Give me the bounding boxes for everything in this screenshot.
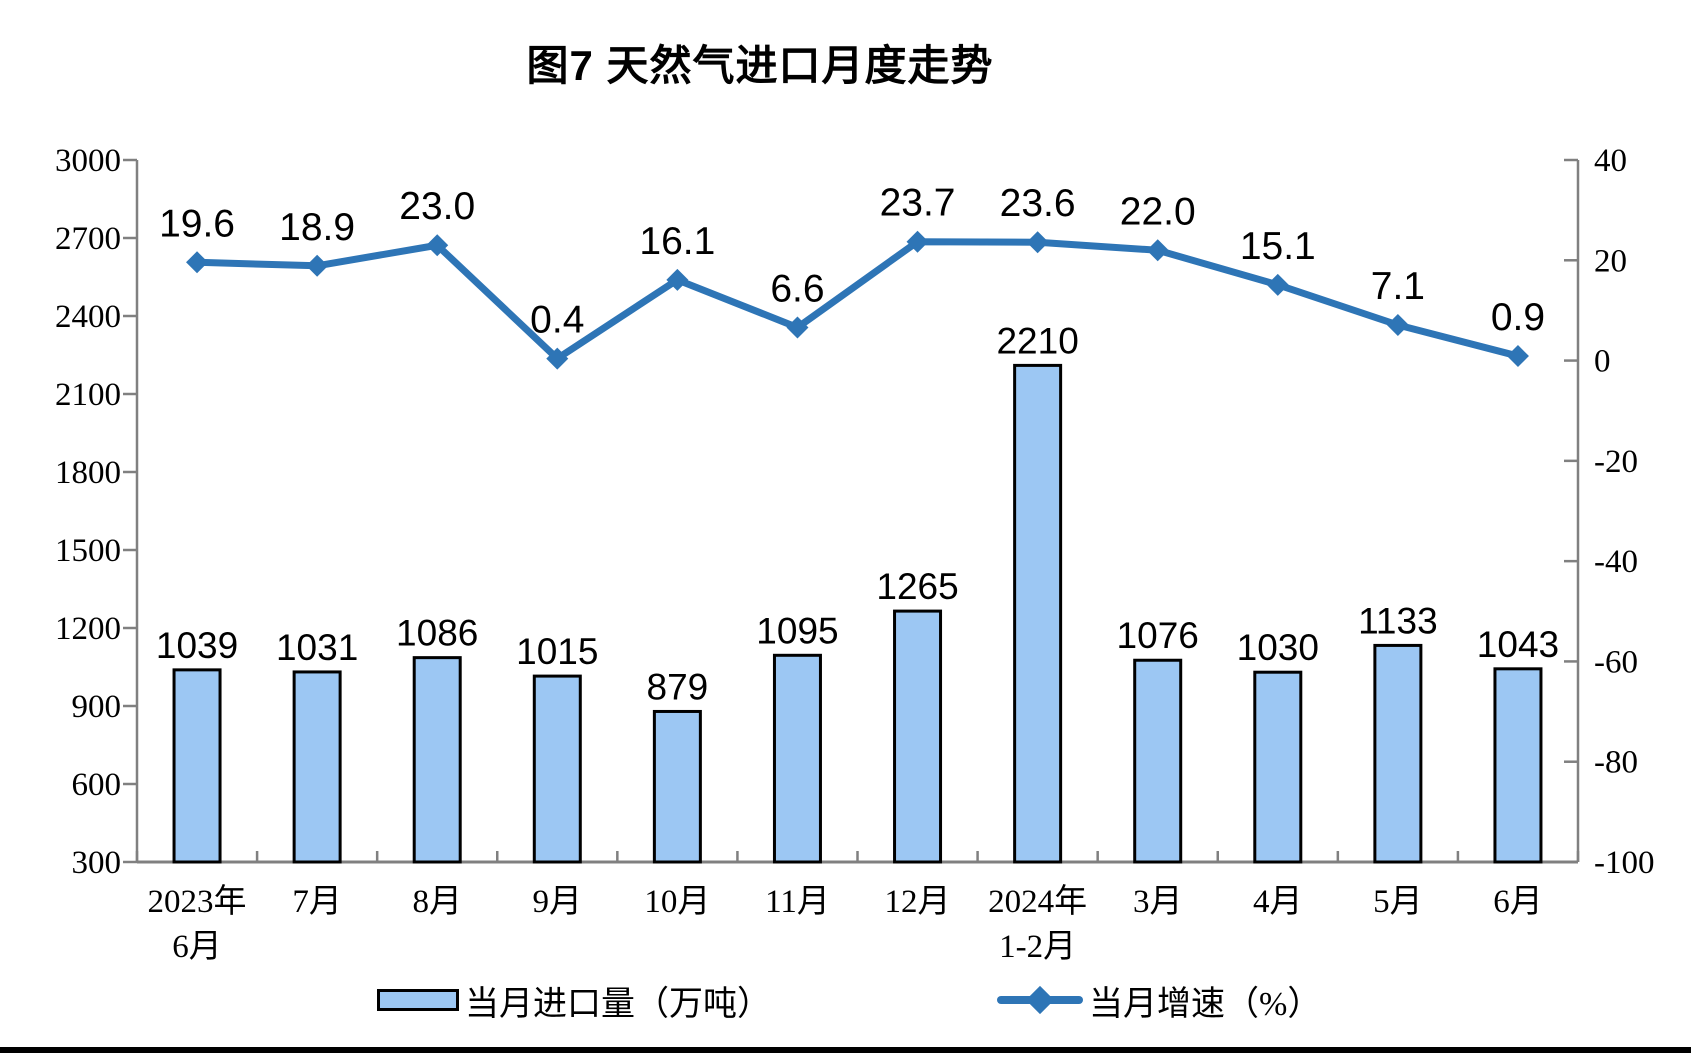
right-axis-tick-label: -80 [1594, 745, 1638, 781]
line-marker-diamond-icon [1506, 345, 1529, 368]
bar-value-label: 1133 [1358, 600, 1438, 641]
legend-diamond-marker-icon [1025, 985, 1055, 1015]
bar [172, 668, 222, 864]
right-axis-tick-label: 0 [1594, 344, 1611, 380]
bar-value-label: 1030 [1237, 627, 1319, 668]
bar [1493, 667, 1543, 864]
legend-item-imports: 当月进口量（万吨） [377, 978, 771, 1023]
bar-value-label: 2210 [996, 320, 1078, 361]
legend-label-imports: 当月进口量（万吨） [465, 985, 771, 1023]
line-marker-diamond-icon [426, 234, 449, 257]
line-marker-diamond-icon [306, 254, 329, 277]
line-marker-diamond-icon [666, 268, 689, 291]
left-axis-tick-label: 600 [72, 767, 122, 803]
bar-value-label: 1076 [1117, 615, 1199, 656]
line-marker-diamond-icon [1146, 239, 1169, 262]
line-value-label: 0.9 [1491, 296, 1545, 339]
right-axis-tick-label: -100 [1594, 845, 1655, 881]
line-value-label: 23.6 [1000, 182, 1076, 225]
line-value-label: 23.0 [399, 185, 475, 228]
category-label: 9月 [533, 884, 583, 920]
bar [772, 653, 822, 864]
bar-value-label: 1039 [156, 625, 238, 666]
bar [532, 674, 582, 864]
category-label: 12月 [885, 884, 951, 920]
line-marker-diamond-icon [186, 251, 209, 274]
bar [1133, 658, 1183, 864]
left-axis-tick-label: 2400 [55, 299, 121, 335]
right-axis-tick-label: -60 [1594, 644, 1638, 680]
page-bottom-border [0, 1047, 1691, 1053]
legend-line-swatch-icon [997, 985, 1083, 1015]
category-label: 11月 [765, 884, 830, 920]
right-axis-tick-label: -40 [1594, 544, 1638, 580]
line-marker-diamond-icon [906, 230, 929, 253]
growth-line [193, 238, 1522, 363]
bar [412, 656, 462, 864]
line-value-label: 16.1 [639, 220, 715, 263]
line-marker-diamond-icon [1266, 273, 1289, 296]
right-axis-tick-label: 20 [1594, 243, 1627, 279]
bar-value-label: 1043 [1477, 624, 1559, 665]
category-label: 7月 [292, 884, 342, 920]
bar [1253, 670, 1303, 864]
bar-value-label: 1086 [396, 613, 478, 654]
category-label: 2024年 1-2月 [988, 883, 1087, 965]
bar [652, 709, 702, 864]
left-axis-tick-label: 300 [72, 845, 122, 881]
legend-item-growth: 当月增速（%） [997, 978, 1322, 1023]
line-value-label: 6.6 [770, 267, 824, 310]
line-value-label: 0.4 [530, 299, 584, 342]
category-label: 4月 [1253, 884, 1303, 920]
bar [1013, 363, 1063, 864]
category-label: 2023年 6月 [148, 883, 247, 965]
line-value-label: 22.0 [1120, 190, 1196, 233]
line-marker-diamond-icon [1026, 231, 1049, 254]
legend-bar-swatch-icon [377, 989, 459, 1011]
category-label: 3月 [1133, 884, 1183, 920]
line-value-label: 19.6 [159, 202, 235, 245]
line-value-label: 15.1 [1240, 225, 1316, 268]
category-label: 5月 [1373, 884, 1423, 920]
category-label: 10月 [644, 884, 710, 920]
line-value-label: 18.9 [279, 206, 355, 249]
left-axis-tick-label: 900 [72, 689, 122, 725]
bar [1373, 643, 1423, 864]
left-axis-tick-label: 1800 [55, 455, 121, 491]
chart-title: 图7 天然气进口月度走势 [526, 42, 994, 89]
line-value-label: 7.1 [1371, 265, 1425, 308]
line-marker-diamond-icon [546, 347, 569, 370]
left-axis-tick-label: 3000 [55, 143, 121, 179]
bar-value-label: 1015 [516, 631, 598, 672]
line-value-label: 23.7 [880, 182, 956, 225]
category-label: 8月 [412, 884, 462, 920]
bar-value-label: 1095 [756, 610, 838, 651]
bar-value-label: 1265 [876, 566, 958, 607]
line-marker-diamond-icon [786, 316, 809, 339]
bar-value-label: 1031 [276, 627, 358, 668]
category-label: 6月 [1493, 884, 1543, 920]
left-axis-tick-label: 2100 [55, 377, 121, 413]
left-axis-tick-label: 2700 [55, 221, 121, 257]
bar [893, 609, 943, 864]
left-axis-tick-label: 1200 [55, 611, 121, 647]
bar-value-label: 879 [647, 666, 709, 707]
left-axis-tick-label: 1500 [55, 533, 121, 569]
line-marker-diamond-icon [1386, 313, 1409, 336]
bar [292, 670, 342, 864]
right-axis-tick-label: -20 [1594, 444, 1638, 480]
legend-label-growth: 当月增速（%） [1089, 985, 1322, 1023]
right-axis-tick-label: 40 [1594, 143, 1627, 179]
